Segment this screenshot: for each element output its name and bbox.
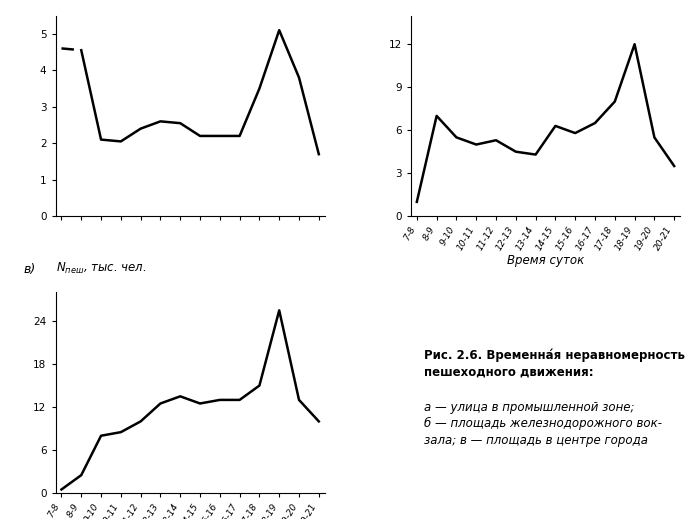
X-axis label: Время суток: Время суток (507, 254, 584, 267)
Text: в): в) (23, 263, 35, 277)
Text: $N_{пеш}$, тыс. чел.: $N_{пеш}$, тыс. чел. (56, 261, 146, 277)
Text: а — улица в промышленной зоне;
б — площадь железнодорожного вок-
зала; в — площа: а — улица в промышленной зоне; б — площа… (424, 401, 662, 447)
Text: Рис. 2.6. Временна́я неравномерность
пешеходного движения:: Рис. 2.6. Временна́я неравномерность пеш… (424, 349, 686, 378)
